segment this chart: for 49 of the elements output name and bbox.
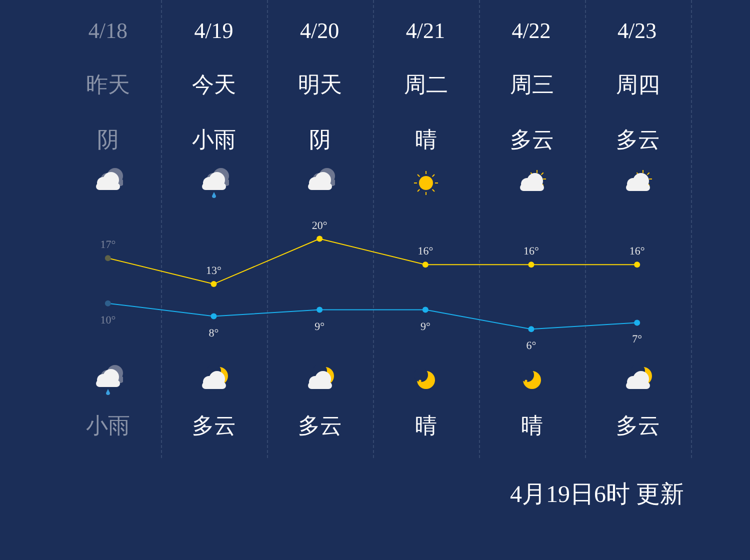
data-label: 9° bbox=[314, 320, 325, 333]
text: 晴 bbox=[415, 127, 437, 152]
x-tick-label: 4/21 bbox=[406, 18, 445, 43]
text: 多云 bbox=[298, 413, 342, 438]
point bbox=[634, 320, 640, 326]
text: 晴 bbox=[415, 413, 437, 438]
data-label: 9° bbox=[420, 320, 430, 333]
data-label: 16° bbox=[418, 246, 434, 258]
point bbox=[422, 262, 428, 268]
text: 多云 bbox=[616, 127, 660, 152]
text: 4月19日6时 更新 bbox=[510, 480, 684, 510]
text: 多云 bbox=[616, 413, 660, 438]
data-label: 17° bbox=[100, 239, 116, 252]
point bbox=[316, 306, 323, 313]
text: 明天 bbox=[298, 72, 342, 97]
text: 周三 bbox=[510, 72, 554, 97]
text: 阴 bbox=[97, 127, 119, 152]
x-tick-label: 4/19 bbox=[194, 18, 234, 43]
point bbox=[210, 313, 217, 320]
point bbox=[104, 255, 111, 262]
text: 周四 bbox=[616, 72, 660, 97]
text: 多云 bbox=[192, 413, 236, 438]
data-label: 7° bbox=[632, 334, 642, 346]
text: 小雨 bbox=[86, 413, 130, 438]
data-label: 6° bbox=[526, 340, 536, 352]
text: 小雨 bbox=[192, 127, 236, 152]
data-label: 16° bbox=[524, 246, 539, 258]
data-label: 16° bbox=[629, 246, 645, 258]
text: 昨天 bbox=[86, 72, 130, 97]
text: 阴 bbox=[309, 127, 331, 152]
point bbox=[210, 280, 217, 287]
point bbox=[316, 236, 323, 242]
text: 多云 bbox=[510, 127, 554, 152]
x-tick-label: 4/18 bbox=[88, 18, 128, 43]
text: 晴 bbox=[521, 413, 543, 438]
data-label: 10° bbox=[100, 314, 116, 326]
point bbox=[422, 306, 428, 313]
point bbox=[528, 326, 534, 332]
point bbox=[634, 262, 640, 268]
x-tick-label: 4/20 bbox=[300, 18, 340, 43]
x-tick-label: 4/23 bbox=[618, 18, 657, 43]
x-tick-label: 4/22 bbox=[512, 18, 551, 43]
point bbox=[104, 300, 111, 306]
data-label: 8° bbox=[208, 327, 219, 340]
text: 今天 bbox=[192, 72, 236, 97]
data-label: 20° bbox=[312, 220, 328, 232]
data-label: 13° bbox=[206, 264, 222, 277]
point bbox=[528, 262, 534, 268]
text: 周二 bbox=[404, 72, 448, 97]
